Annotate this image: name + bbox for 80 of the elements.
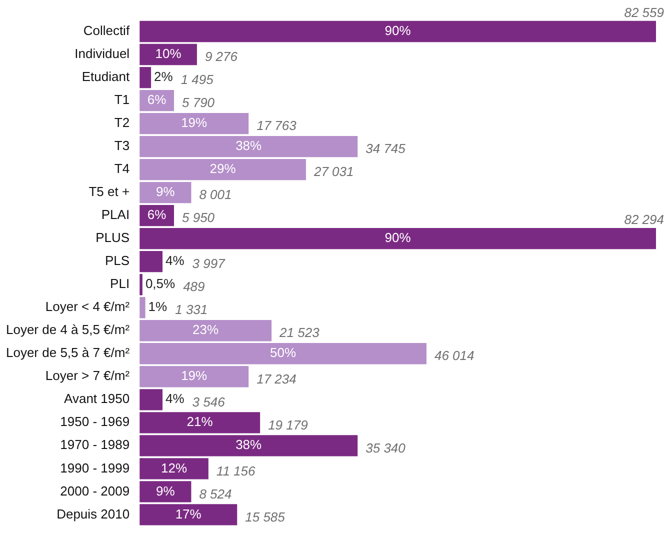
y-tick-label: T5 et + (88, 184, 130, 200)
annotation: 82 294 (624, 212, 664, 228)
bar (140, 343, 426, 364)
bar (140, 158, 306, 180)
annotation: 34 745 (366, 141, 406, 156)
annotation: 82 559 (624, 5, 664, 20)
y-tick-label: Loyer de 4 à 5,5 €/m² (6, 322, 130, 338)
annotation: 15 585 (245, 509, 286, 524)
bar (140, 320, 272, 342)
y-tick-label: Individuel (74, 46, 130, 62)
annotation: 3 997 (192, 256, 226, 272)
y-tick-label: Avant 1950 (64, 391, 130, 406)
y-tick-label: PLI (110, 276, 130, 292)
annotation: 9 276 (204, 49, 238, 64)
annotation: 21 523 (278, 325, 320, 340)
y-tick-label: 2000 - 2009 (60, 483, 130, 498)
data-label: 2% (154, 69, 174, 84)
y-tick-label: PLS (104, 253, 130, 268)
annotation: 17 234 (256, 371, 296, 386)
bar (140, 182, 192, 204)
data-label: 90% (384, 230, 412, 246)
bar (140, 366, 249, 388)
data-label: 12% (160, 460, 188, 476)
y-tick-label: 1970 - 1989 (60, 437, 130, 452)
data-label: 6% (147, 207, 167, 222)
y-tick-label: T1 (114, 92, 130, 108)
annotation: 5 950 (182, 210, 216, 226)
data-label: 17% (175, 506, 202, 522)
data-label: 9% (156, 184, 176, 200)
data-label: 38% (236, 437, 262, 452)
data-label: 21% (186, 414, 214, 430)
annotation: 489 (183, 279, 205, 294)
data-label: 1% (148, 299, 168, 314)
bar (140, 136, 358, 158)
y-tick-label: Loyer > 7 €/m² (45, 368, 130, 384)
bar (140, 412, 260, 434)
data-label: 4% (166, 253, 185, 268)
data-label: 38% (236, 138, 262, 154)
bar (140, 251, 163, 272)
bar (140, 20, 656, 42)
y-tick-label: 1950 - 1969 (60, 414, 130, 430)
annotation: 8 524 (199, 486, 232, 502)
annotation: 35 340 (366, 440, 406, 456)
data-label: 19% (181, 368, 208, 384)
data-label: 6% (147, 92, 167, 108)
annotation: 17 763 (256, 118, 298, 134)
annotation: 5 790 (182, 95, 216, 110)
annotation: 3 546 (192, 394, 226, 410)
annotation: 1 331 (175, 302, 208, 318)
y-tick-label: Collectif (83, 23, 130, 38)
y-tick-label: Loyer < 4 €/m² (45, 299, 130, 314)
data-label: 10% (155, 46, 182, 62)
bar (140, 297, 146, 318)
y-tick-label: Depuis 2010 (56, 506, 130, 522)
y-tick-label: 1990 - 1999 (60, 460, 130, 476)
data-label: 9% (156, 483, 176, 498)
y-tick-label: T4 (114, 161, 130, 176)
annotation: 1 495 (180, 72, 214, 88)
bar (140, 112, 249, 134)
annotation: 8 001 (199, 187, 232, 202)
data-label: 50% (270, 345, 296, 360)
bar (140, 228, 656, 250)
y-tick-label: PLUS (96, 230, 130, 246)
y-tick-label: Loyer de 5,5 à 7 €/m² (6, 345, 130, 360)
y-tick-label: PLAI (101, 207, 130, 222)
bar (140, 389, 163, 410)
annotation: 11 156 (216, 463, 256, 478)
y-tick-label: Etudiant (82, 69, 130, 84)
annotation: 46 014 (434, 348, 474, 364)
data-label: 23% (192, 322, 219, 338)
y-tick-label: T2 (114, 115, 130, 130)
annotation: 27 031 (312, 164, 354, 180)
y-tick-label: T3 (114, 138, 130, 154)
data-label: 4% (166, 391, 185, 406)
data-label: 0,5% (145, 276, 176, 292)
bar (140, 66, 152, 88)
data-label: 90% (384, 23, 412, 38)
data-label: 29% (210, 161, 236, 176)
data-label: 19% (181, 115, 208, 130)
annotation: 19 179 (268, 417, 308, 432)
